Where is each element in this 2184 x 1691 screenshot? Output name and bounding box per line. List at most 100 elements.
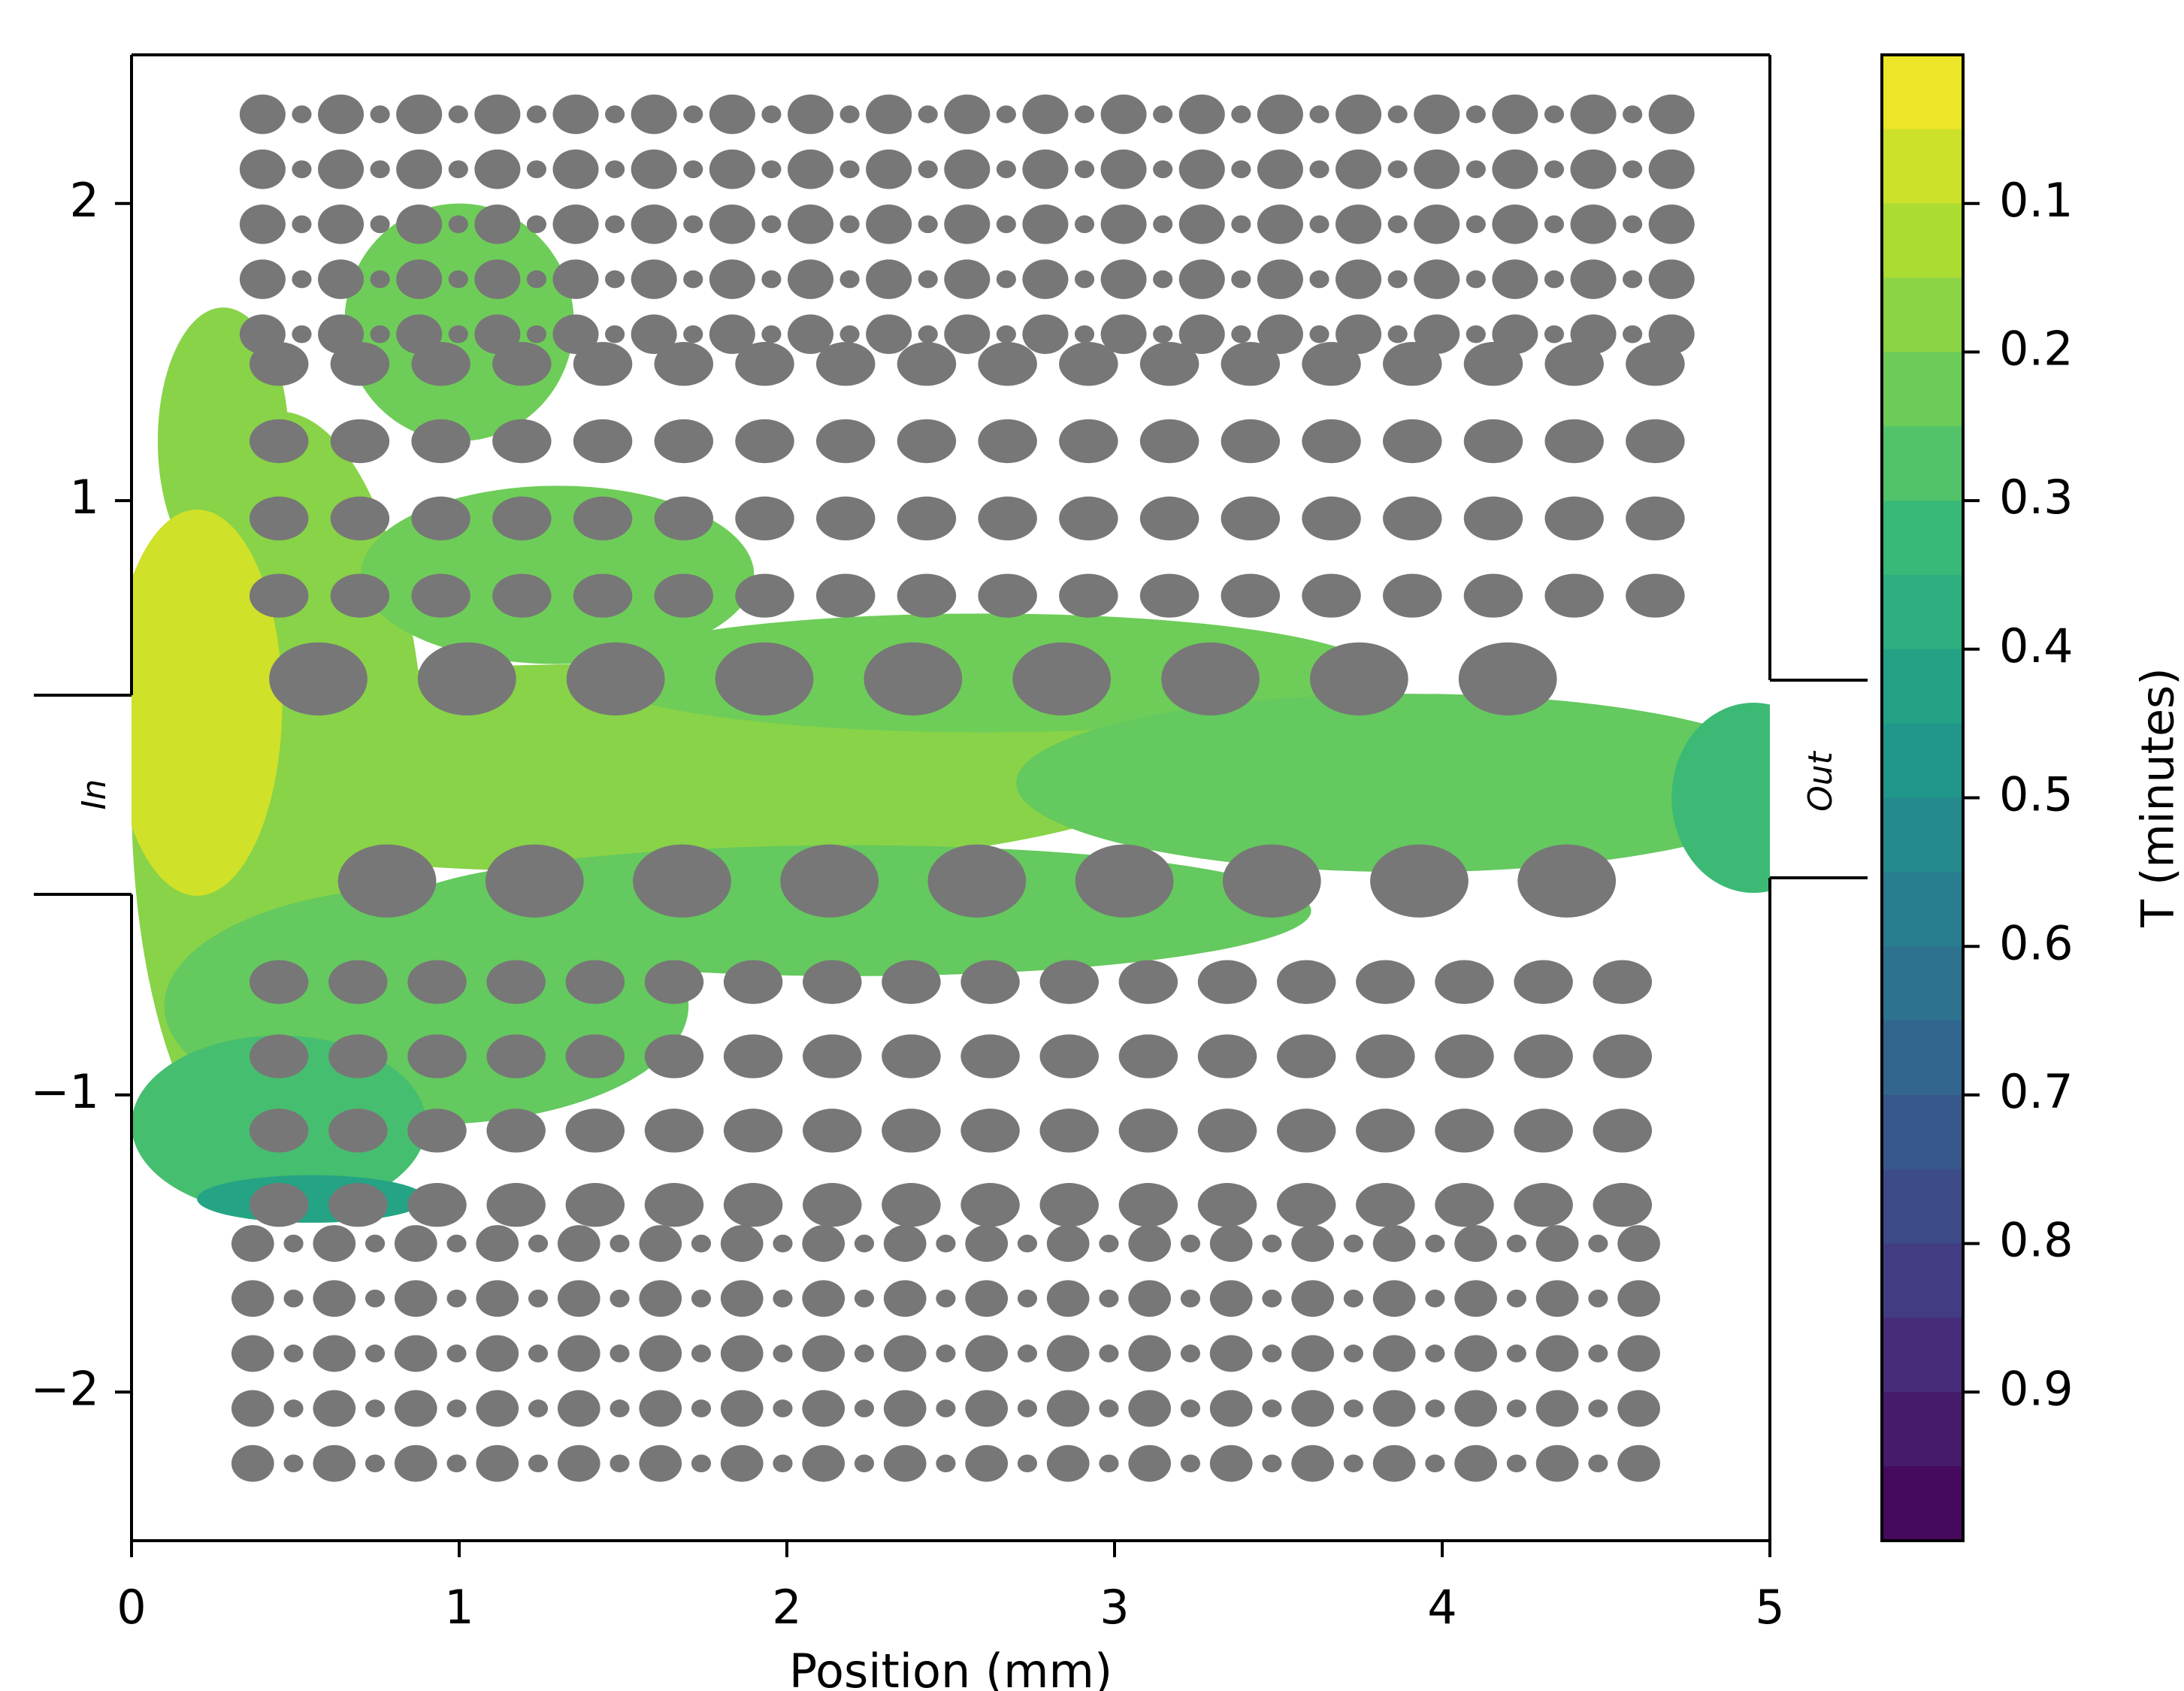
pillar bbox=[883, 1280, 927, 1317]
pillar bbox=[720, 1444, 764, 1482]
pillar bbox=[394, 1390, 437, 1427]
pillar bbox=[1514, 960, 1573, 1004]
colorbar-band bbox=[1882, 946, 1963, 1021]
pillar bbox=[231, 1335, 274, 1372]
pillar bbox=[474, 149, 521, 189]
pillar bbox=[944, 204, 991, 244]
pillar bbox=[1466, 270, 1486, 289]
pillar bbox=[639, 1390, 682, 1427]
pillar bbox=[761, 160, 782, 179]
pillar bbox=[1118, 1109, 1178, 1153]
pillar bbox=[1059, 496, 1118, 541]
pillar bbox=[918, 215, 938, 234]
pillar bbox=[1257, 204, 1303, 244]
pillar bbox=[474, 94, 521, 135]
colorbar-band bbox=[1882, 1466, 1963, 1541]
pillar bbox=[1099, 1234, 1119, 1253]
y-tick-label: 1 bbox=[70, 470, 99, 525]
pillar-array bbox=[231, 94, 1695, 1482]
pillar bbox=[1197, 1183, 1257, 1227]
pillar bbox=[1544, 573, 1604, 618]
pillar bbox=[773, 1399, 793, 1417]
pillar bbox=[370, 215, 390, 234]
pillar bbox=[411, 342, 470, 386]
pillar bbox=[1544, 215, 1565, 234]
outlet-label: Out bbox=[1801, 750, 1840, 812]
pillar bbox=[978, 419, 1037, 464]
pillar bbox=[918, 325, 938, 343]
pillar bbox=[803, 1109, 862, 1153]
pillar bbox=[965, 1444, 1009, 1482]
pillar bbox=[1309, 642, 1408, 715]
pillar bbox=[231, 1280, 274, 1317]
pillar bbox=[854, 1454, 875, 1473]
pillar bbox=[1414, 94, 1460, 135]
colorbar-band bbox=[1882, 1169, 1963, 1245]
pillar bbox=[1291, 1335, 1334, 1372]
pillar bbox=[1425, 1399, 1445, 1417]
pillar bbox=[787, 314, 834, 354]
pillar bbox=[365, 1345, 386, 1363]
colorbar-band bbox=[1882, 1094, 1963, 1170]
pillar bbox=[1570, 149, 1617, 189]
pillar bbox=[370, 325, 390, 343]
pillar bbox=[1257, 259, 1303, 299]
pillar bbox=[1336, 259, 1382, 299]
pillar bbox=[1046, 1390, 1090, 1427]
pillar bbox=[1544, 160, 1565, 179]
pillar bbox=[644, 1109, 704, 1153]
pillar bbox=[1139, 573, 1199, 618]
pillar bbox=[474, 314, 521, 354]
colorbar: 0.1 0.2 0.3 0.4 0.5 0.6 0.7 0.8 0.9 T (minutes) bbox=[1880, 53, 2184, 1542]
pillar bbox=[1588, 1289, 1608, 1308]
pillar bbox=[965, 1390, 1009, 1427]
pillar bbox=[1372, 1444, 1416, 1482]
pillar bbox=[573, 342, 633, 386]
pillar bbox=[1178, 204, 1225, 244]
pillar bbox=[411, 573, 470, 618]
pillar bbox=[394, 1225, 437, 1263]
pillar bbox=[283, 1399, 304, 1417]
pillar bbox=[683, 270, 703, 289]
colorbar-tick-label: 0.2 bbox=[1999, 321, 2074, 376]
pillar bbox=[735, 496, 794, 541]
pillar bbox=[1099, 1345, 1119, 1363]
pillar bbox=[411, 419, 470, 464]
pillar bbox=[476, 1280, 519, 1317]
pillar bbox=[683, 215, 703, 234]
colorbar-band bbox=[1882, 797, 1963, 873]
pillar bbox=[1291, 1225, 1334, 1263]
pillar bbox=[1463, 342, 1523, 386]
pillar bbox=[803, 960, 862, 1004]
pillar bbox=[639, 1444, 682, 1482]
pillar bbox=[780, 844, 879, 918]
pillar bbox=[1463, 419, 1523, 464]
pillar bbox=[492, 573, 552, 618]
colorbar-bands bbox=[1882, 55, 1963, 1541]
pillar bbox=[1370, 844, 1469, 918]
pillar bbox=[1153, 325, 1173, 343]
pillar bbox=[883, 1225, 927, 1263]
pillar bbox=[1343, 1454, 1363, 1473]
pillar bbox=[1139, 419, 1199, 464]
pillar bbox=[761, 215, 782, 234]
pillar bbox=[318, 149, 365, 189]
pillar bbox=[683, 160, 703, 179]
pillar bbox=[292, 270, 312, 289]
pillar bbox=[1336, 314, 1382, 354]
pillar bbox=[1544, 105, 1565, 123]
pillar bbox=[328, 1109, 388, 1153]
pillar bbox=[1291, 1390, 1334, 1427]
pillar bbox=[1626, 342, 1685, 386]
pillar bbox=[448, 215, 468, 234]
pillar bbox=[1039, 1109, 1099, 1153]
pillar bbox=[631, 259, 677, 299]
pillar bbox=[1617, 1390, 1660, 1427]
pillar bbox=[1466, 325, 1486, 343]
pillar bbox=[936, 1234, 956, 1253]
pillar bbox=[936, 1454, 956, 1473]
pillar bbox=[1356, 1109, 1415, 1153]
pillar bbox=[1514, 1034, 1573, 1078]
pillar bbox=[1012, 642, 1112, 715]
colorbar-tick-label: 0.8 bbox=[1999, 1213, 2074, 1268]
